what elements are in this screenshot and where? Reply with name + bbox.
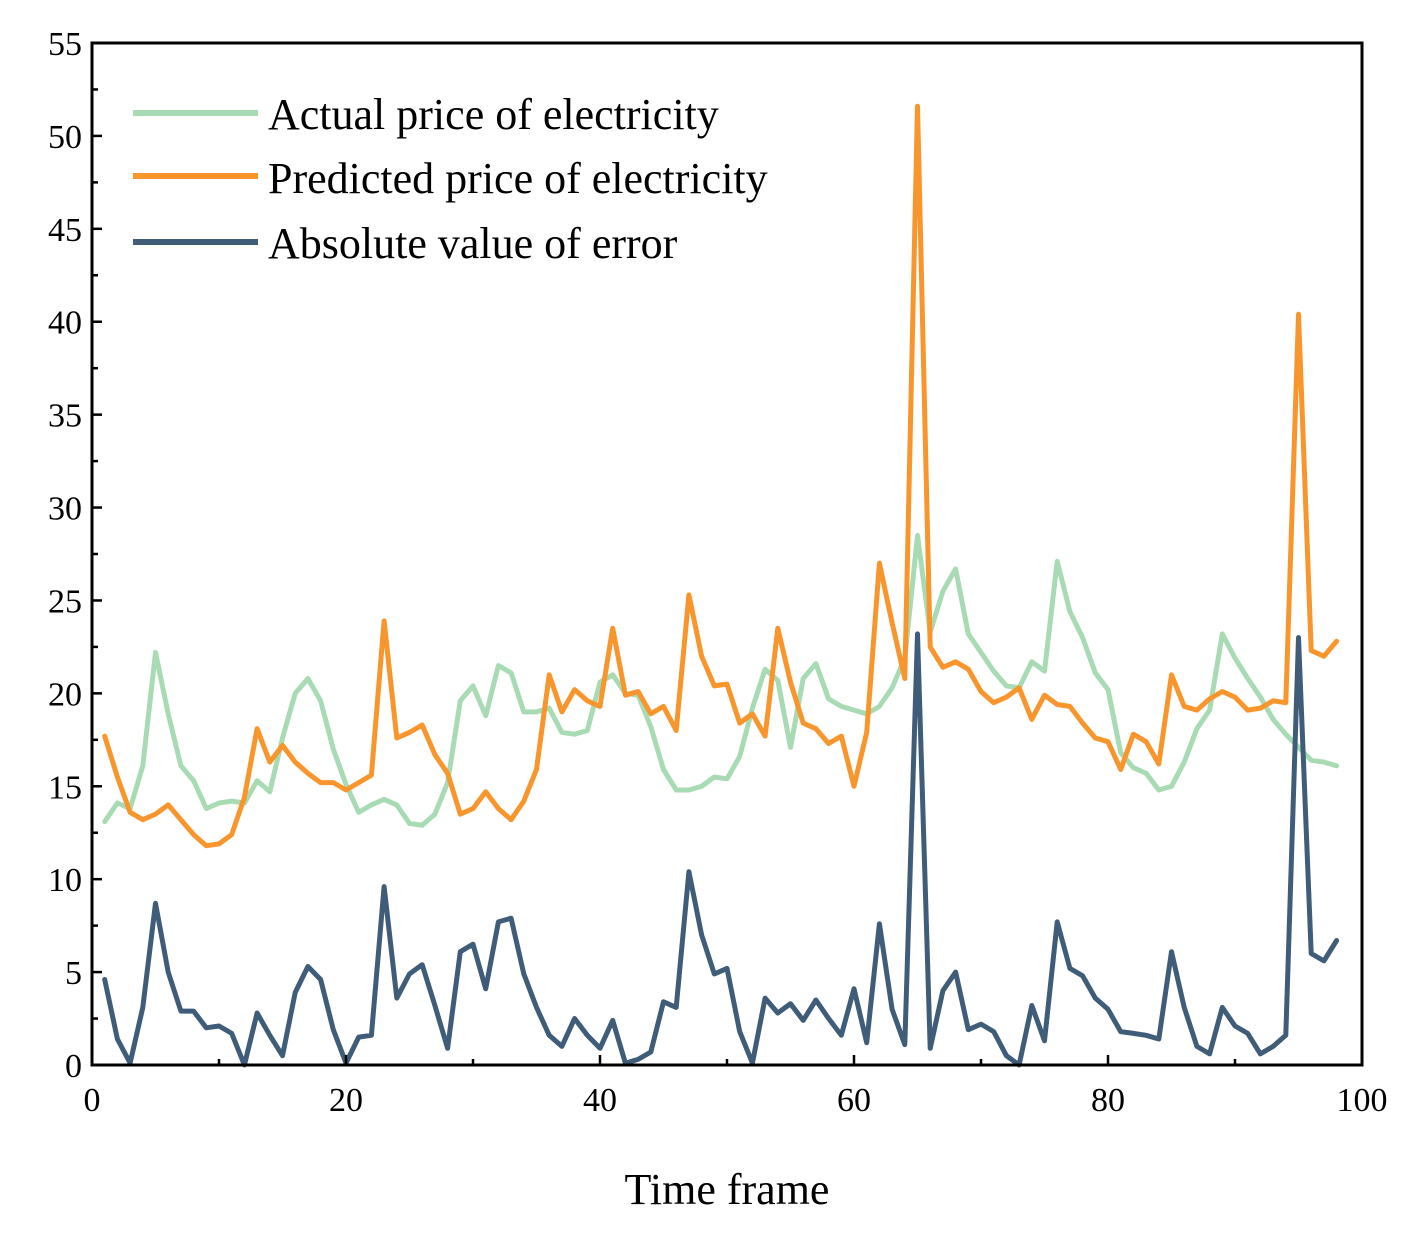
y-tick-label: 40 <box>48 305 82 342</box>
legend-label-predicted: Predicted price of electricity <box>268 154 768 203</box>
x-tick-label: 100 <box>1337 1082 1388 1119</box>
y-tick-label: 5 <box>65 955 82 992</box>
y-tick-label: 30 <box>48 491 82 528</box>
y-tick-label: 50 <box>48 119 82 156</box>
y-tick-label: 35 <box>48 398 82 435</box>
x-tick-label: 60 <box>837 1082 871 1119</box>
x-tick-label: 0 <box>84 1082 101 1119</box>
legend-label-actual: Actual price of electricity <box>268 90 719 139</box>
y-tick-label: 25 <box>48 583 82 620</box>
legend: Actual price of electricity Predicted pr… <box>133 90 768 268</box>
y-tick-label: 20 <box>48 676 82 713</box>
series-line-predicted <box>102 103 1340 849</box>
series-line-error <box>102 631 1340 1068</box>
x-tick-label: 40 <box>583 1082 617 1119</box>
ticks-layer: 0 20 40 60 80 100 0 5 10 15 20 25 30 35 40 45 50 55 <box>48 26 1388 1119</box>
y-tick-label: 0 <box>65 1048 82 1085</box>
y-tick-label: 10 <box>48 862 82 899</box>
y-tick-label: 55 <box>48 26 82 63</box>
legend-label-error: Absolute value of error <box>268 219 678 268</box>
x-tick-label: 20 <box>329 1082 363 1119</box>
x-tick-label: 80 <box>1091 1082 1125 1119</box>
x-axis-title: Time frame <box>625 1165 830 1214</box>
y-tick-label: 45 <box>48 212 82 249</box>
y-tick-label: 15 <box>48 769 82 806</box>
series-layer <box>102 103 1340 1068</box>
series-line-actual <box>102 532 1340 828</box>
